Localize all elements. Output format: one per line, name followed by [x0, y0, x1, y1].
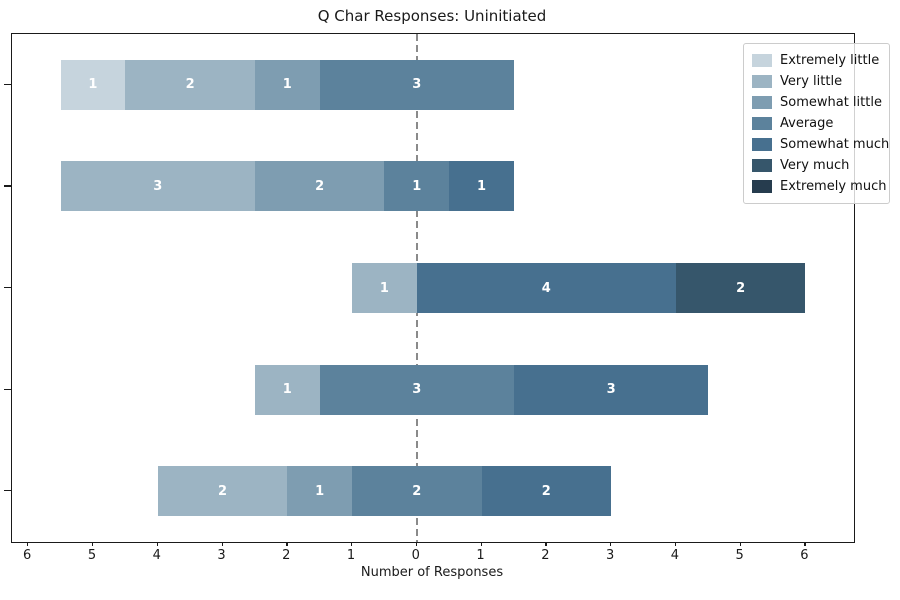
x-tick-label: 5 — [735, 548, 744, 563]
bar-segment: 1 — [449, 161, 514, 212]
x-tick-mark — [156, 542, 159, 546]
legend-item-label: Somewhat little — [780, 95, 882, 110]
bar-segment: 2 — [157, 466, 288, 517]
x-tick-label: 6 — [800, 548, 809, 563]
legend-item: Somewhat little — [752, 92, 882, 113]
legend-item-label: Extremely little — [780, 53, 880, 68]
x-tick-label: 2 — [541, 548, 550, 563]
bar-segment: 1 — [352, 263, 417, 313]
bar-segment: 1 — [384, 161, 450, 212]
bar-segment: 3 — [513, 364, 709, 415]
legend-swatch — [752, 180, 772, 193]
bar-segment: 2 — [352, 466, 482, 517]
legend-item-label: Extremely much — [780, 179, 887, 194]
legend-swatch — [752, 54, 772, 67]
y-tick-mark — [4, 185, 11, 187]
legend-item: Somewhat much — [752, 134, 889, 155]
x-tick-mark — [286, 542, 288, 546]
legend-swatch — [752, 96, 772, 109]
bar-segment: 1 — [254, 59, 320, 110]
x-tick-mark — [415, 542, 418, 546]
legend-swatch — [752, 117, 772, 130]
legend-swatch — [752, 138, 772, 151]
legend-item: Extremely much — [752, 176, 886, 197]
x-tick-label: 4 — [152, 548, 161, 563]
x-axis-label: Number of Responses — [360, 565, 504, 580]
legend-item-label: Somewhat much — [780, 137, 890, 152]
legend-item: Very little — [752, 71, 881, 92]
legend: Extremely little Very little Somewhat litt… — [743, 43, 890, 204]
bar-segment: 2 — [481, 466, 612, 517]
y-tick-mark — [4, 287, 11, 289]
legend-item: Extremely little — [752, 50, 881, 71]
x-tick-mark — [804, 542, 806, 546]
x-tick-mark — [27, 542, 29, 546]
legend-item-label: Average — [780, 116, 834, 131]
x-tick-mark — [739, 542, 741, 546]
bar-segment: 2 — [675, 263, 806, 313]
x-tick-mark — [221, 542, 223, 546]
bar-segment: 4 — [416, 263, 676, 313]
legend-item: Very much — [752, 155, 881, 176]
x-tick-label: 3 — [217, 548, 226, 563]
x-tick-mark — [610, 542, 612, 546]
x-tick-label: 4 — [670, 548, 680, 563]
x-tick-label: 2 — [282, 548, 291, 563]
bar-segment: 3 — [319, 59, 514, 110]
bar-segment: 1 — [60, 59, 126, 110]
bar-segment: 2 — [254, 161, 385, 212]
y-tick-mark — [4, 83, 11, 86]
x-tick-label: 0 — [411, 548, 420, 563]
chart-title: Q Char Responses: Uninitiated — [317, 7, 547, 25]
legend-item-label: Very much — [780, 158, 850, 173]
x-tick-mark — [351, 542, 353, 546]
x-tick-mark — [674, 542, 677, 546]
bar-segment: 3 — [60, 161, 255, 212]
x-tick-label: 1 — [346, 548, 356, 563]
legend-item: Average — [752, 113, 881, 134]
bar-segment: 1 — [287, 466, 353, 517]
y-tick-mark — [4, 490, 11, 492]
legend-swatch — [752, 75, 772, 88]
x-tick-label: 6 — [23, 548, 32, 563]
x-tick-mark — [480, 542, 482, 546]
x-tick-mark — [91, 542, 94, 546]
x-tick-label: 1 — [476, 548, 485, 563]
x-tick-label: 5 — [87, 548, 97, 563]
bar-segment: 3 — [319, 364, 514, 415]
bar-segment: 1 — [254, 364, 320, 415]
legend-swatch — [752, 159, 772, 172]
bar-segment: 2 — [125, 59, 255, 110]
legend-item-label: Very little — [780, 74, 843, 89]
x-tick-label: 3 — [605, 548, 615, 563]
x-tick-mark — [545, 542, 547, 546]
y-tick-mark — [4, 388, 11, 390]
